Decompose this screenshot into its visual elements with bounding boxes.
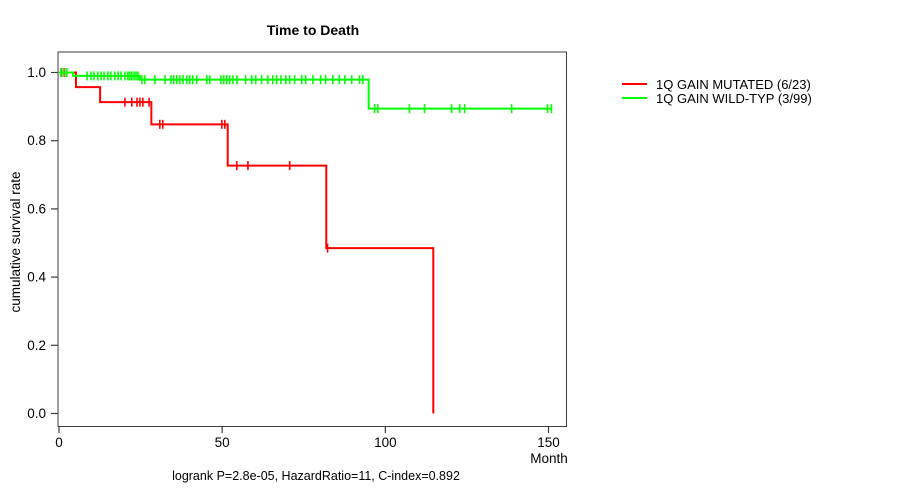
x-axis-title: Month — [530, 451, 568, 466]
legend-item: 1Q GAIN MUTATED (6/23) — [622, 76, 812, 92]
x-tick-label: 150 — [537, 435, 560, 450]
plot-box — [57, 51, 567, 427]
legend-line-swatch — [622, 96, 647, 100]
y-tick-label: 0.0 — [27, 406, 46, 421]
y-tick-label: 0.6 — [27, 201, 46, 216]
y-tick-label: 1.0 — [27, 65, 46, 80]
chart-title: Time to Death — [266, 22, 360, 38]
y-axis-title: cumulative survival rate — [8, 171, 23, 313]
legend-label: 1Q GAIN WILD-TYP (3/99) — [656, 90, 812, 106]
x-tick-label: 50 — [215, 435, 230, 450]
legend-item: 1Q GAIN WILD-TYP (3/99) — [622, 90, 812, 106]
legend: 1Q GAIN MUTATED (6/23) 1Q GAIN WILD-TYP (… — [622, 76, 812, 106]
survival-curve-0 — [59, 71, 435, 414]
x-tick-label: 0 — [55, 435, 63, 450]
legend-label: 1Q GAIN MUTATED (6/23) — [656, 76, 811, 92]
legend-line-swatch — [622, 82, 647, 86]
footer-stats: logrank P=2.8e-05, HazardRatio=11, C-ind… — [172, 469, 460, 483]
x-tick-label: 100 — [374, 435, 397, 450]
survival-curve-1 — [59, 71, 552, 110]
y-tick-label: 0.8 — [27, 133, 46, 148]
y-tick-label: 0.2 — [27, 338, 46, 353]
y-tick-label: 0.4 — [27, 270, 46, 285]
